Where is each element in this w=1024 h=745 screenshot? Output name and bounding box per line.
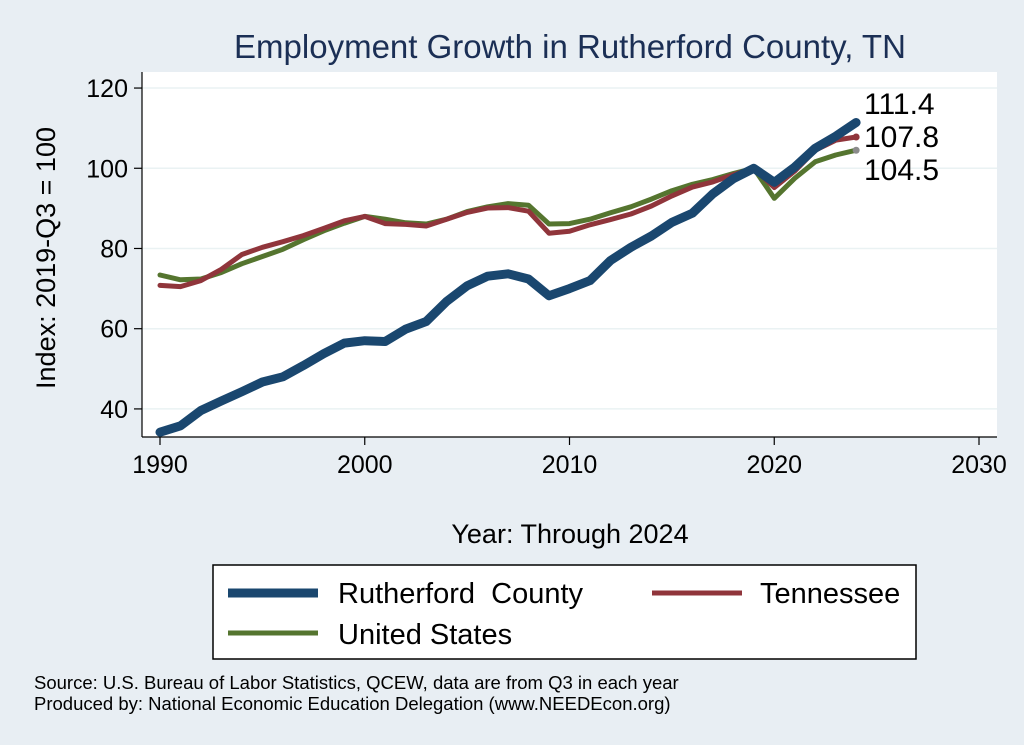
x-tick-label: 1990	[132, 451, 188, 479]
y-tick-label: 100	[86, 155, 128, 183]
x-axis-title: Year: Through 2024	[451, 519, 688, 549]
end-value-label: 107.8	[864, 121, 939, 154]
end-value-label: 111.4	[864, 88, 935, 121]
y-axis-title: Index: 2019-Q3 = 100	[31, 127, 61, 389]
source-line: Source: U.S. Bureau of Labor Statistics,…	[34, 672, 679, 693]
end-marker	[852, 133, 860, 141]
y-tick-label: 80	[100, 235, 128, 263]
chart-title: Employment Growth in Rutherford County, …	[234, 28, 906, 65]
end-value-label: 104.5	[864, 154, 939, 187]
series-line	[155, 118, 861, 437]
series-lines	[155, 118, 861, 437]
legend-label: United States	[338, 619, 512, 651]
x-tick-label: 2000	[337, 451, 393, 479]
x-tick-label: 2030	[951, 451, 1007, 479]
end-marker	[852, 146, 860, 154]
legend: Rutherford County Tennessee United States	[212, 564, 917, 660]
legend-label: Tennessee	[760, 578, 900, 610]
y-tick-label: 120	[86, 75, 128, 103]
y-tick-label: 40	[100, 396, 128, 424]
legend-label: Rutherford County	[338, 578, 584, 610]
axes: 40 60 80 100 120 1990 2000 2010 2020 2030	[86, 72, 1007, 479]
end-marker	[852, 119, 860, 127]
legend-box	[212, 564, 917, 660]
x-tick-label: 2010	[542, 451, 598, 479]
y-tick-label: 60	[100, 316, 128, 344]
produced-by-line: Produced by: National Economic Education…	[34, 693, 671, 714]
chart: Employment Growth in Rutherford County, …	[31, 28, 1007, 660]
x-tick-label: 2020	[746, 451, 802, 479]
source-note: Source: U.S. Bureau of Labor Statistics,…	[34, 672, 679, 714]
